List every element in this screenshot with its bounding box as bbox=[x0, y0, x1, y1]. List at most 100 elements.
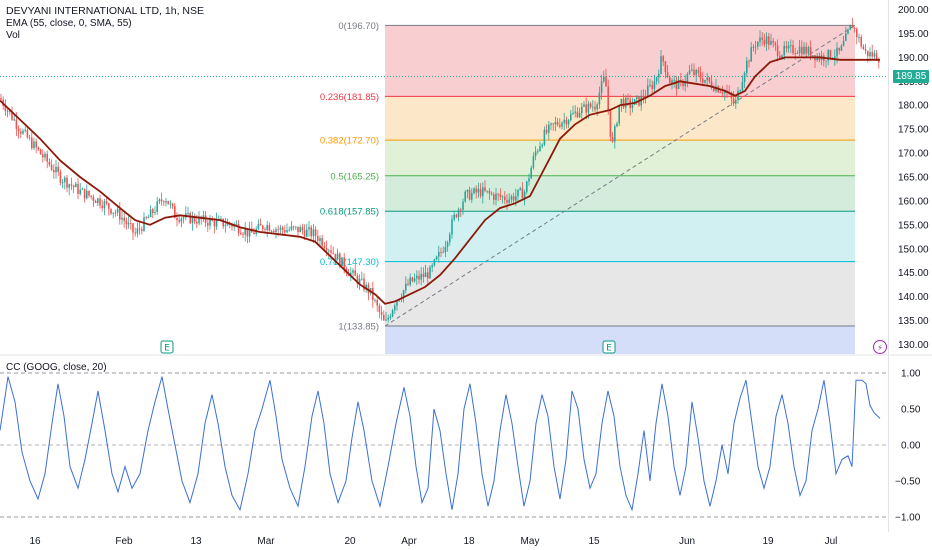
candle-body bbox=[394, 305, 396, 311]
candle-body bbox=[829, 50, 832, 59]
candle-body bbox=[176, 218, 178, 221]
candle-body bbox=[534, 151, 537, 157]
candle-body bbox=[556, 122, 559, 125]
candle-body bbox=[721, 92, 724, 94]
candle-body bbox=[585, 104, 587, 113]
candle-body bbox=[468, 189, 471, 200]
candle-body bbox=[50, 164, 53, 170]
oscillator-legend[interactable]: CC (GOOG, close, 20) bbox=[6, 362, 107, 373]
lightning-icon[interactable] bbox=[873, 340, 887, 354]
ema-legend[interactable]: EMA (55, close, 0, SMA, 55) bbox=[6, 18, 132, 29]
candle-body bbox=[796, 52, 799, 54]
candle-body bbox=[554, 122, 557, 125]
candle-body bbox=[515, 196, 517, 201]
candle-body bbox=[649, 84, 651, 86]
candle-body bbox=[143, 217, 145, 231]
candle-body bbox=[290, 226, 293, 230]
candle-body bbox=[699, 72, 702, 79]
candle-body bbox=[853, 27, 856, 29]
candle-body bbox=[510, 196, 513, 200]
candle-body bbox=[871, 52, 873, 57]
candle-body bbox=[499, 194, 502, 197]
candle-body bbox=[334, 253, 337, 260]
candle-body bbox=[160, 199, 163, 202]
volume-legend[interactable]: Vol bbox=[6, 30, 20, 41]
candle-body bbox=[770, 40, 772, 45]
fib-level-label: 1(133.85) bbox=[338, 322, 379, 333]
candle-body bbox=[768, 36, 770, 45]
osc-tick-label: 0.50 bbox=[901, 405, 921, 416]
candle-body bbox=[867, 50, 869, 57]
candle-body bbox=[352, 270, 354, 273]
time-tick-label: 19 bbox=[762, 536, 774, 547]
candle-body bbox=[64, 177, 66, 183]
candle-body bbox=[215, 219, 218, 227]
candle-body bbox=[792, 45, 794, 54]
candle-body bbox=[35, 141, 37, 148]
candle-body bbox=[662, 56, 664, 62]
candle-body bbox=[94, 200, 97, 203]
candle-body bbox=[671, 80, 673, 84]
candle-body bbox=[493, 194, 495, 200]
candle-body bbox=[464, 191, 466, 202]
price-pane[interactable]: 0(196.70) 0.236(181.85) 0.382(172.70) 0.5(1… bbox=[0, 18, 888, 354]
earnings-icon[interactable] bbox=[602, 340, 616, 354]
candle-body bbox=[539, 146, 541, 151]
candle-body bbox=[735, 99, 737, 104]
candle-body bbox=[244, 229, 246, 235]
candle-body bbox=[488, 190, 491, 194]
candle-body bbox=[732, 98, 735, 104]
candle-body bbox=[490, 193, 493, 195]
candle-body bbox=[301, 227, 304, 231]
candle-body bbox=[11, 111, 13, 120]
candle-body bbox=[545, 129, 548, 133]
price-tick-label: 175.00 bbox=[898, 125, 929, 136]
candle-body bbox=[798, 46, 801, 53]
candle-body bbox=[724, 90, 726, 94]
candle-body bbox=[354, 270, 356, 276]
candle-body bbox=[686, 74, 689, 82]
candle-body bbox=[497, 193, 499, 195]
candle-body bbox=[614, 126, 616, 142]
earnings-icon[interactable] bbox=[160, 340, 174, 354]
candle-body bbox=[521, 188, 524, 199]
fib-level-label: 0.618(157.85) bbox=[320, 207, 379, 218]
candle-body bbox=[658, 73, 660, 78]
candle-body bbox=[845, 33, 847, 41]
candle-body bbox=[48, 161, 51, 165]
candle-body bbox=[532, 156, 535, 168]
candle-body bbox=[26, 129, 29, 138]
fib-level-label: 0.382(172.70) bbox=[320, 136, 379, 147]
candle-body bbox=[673, 79, 675, 81]
time-tick-label: 15 bbox=[588, 536, 600, 547]
candle-body bbox=[666, 72, 669, 78]
fib-level-label: 0.786(147.30) bbox=[320, 257, 379, 268]
candle-body bbox=[691, 69, 693, 71]
candle-body bbox=[508, 199, 510, 203]
candle-body bbox=[154, 211, 156, 213]
candle-body bbox=[4, 105, 7, 112]
candle-body bbox=[754, 46, 757, 48]
candle-body bbox=[746, 60, 748, 73]
candle-body bbox=[405, 283, 407, 291]
candle-body bbox=[442, 251, 444, 253]
candle-body bbox=[68, 184, 70, 188]
candle-body bbox=[387, 317, 389, 320]
candle-body bbox=[739, 90, 741, 92]
candle-body bbox=[752, 47, 755, 48]
candle-body bbox=[266, 225, 268, 230]
candle-body bbox=[702, 78, 704, 83]
candle-body bbox=[264, 229, 266, 230]
candle-body bbox=[33, 141, 35, 149]
candle-body bbox=[506, 200, 508, 203]
candle-body bbox=[165, 200, 167, 203]
candle-body bbox=[24, 129, 26, 131]
candle-body bbox=[268, 225, 271, 231]
candle-body bbox=[376, 299, 378, 306]
candle-body bbox=[222, 218, 224, 227]
candle-body bbox=[631, 104, 634, 108]
candle-body bbox=[138, 228, 141, 230]
oscillator-pane[interactable] bbox=[0, 372, 888, 518]
candle-body bbox=[147, 216, 150, 219]
